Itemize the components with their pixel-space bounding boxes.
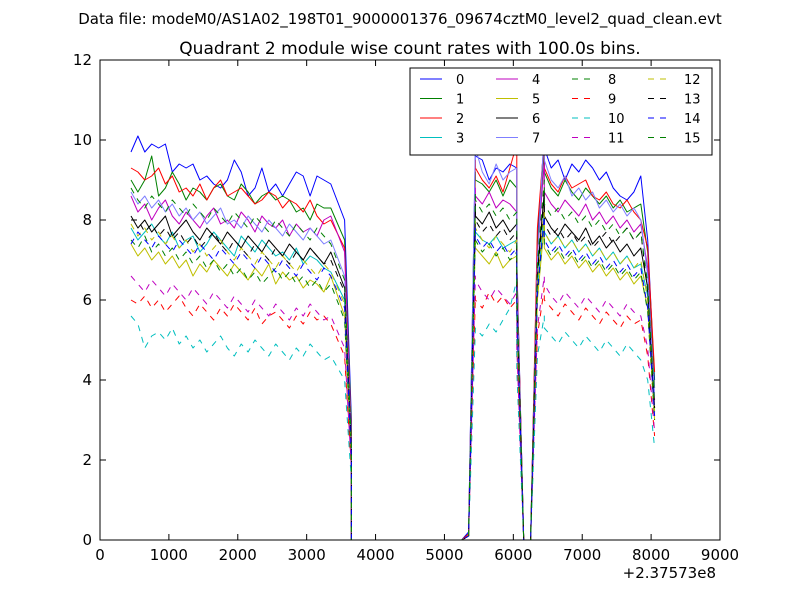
series-line-11 xyxy=(130,275,656,540)
series-line-5 xyxy=(130,223,656,540)
y-tick-label: 4 xyxy=(82,371,92,389)
legend-label-3: 3 xyxy=(456,132,464,147)
series-line-8 xyxy=(130,219,656,540)
x-tick-label: 5000 xyxy=(425,546,463,564)
legend-label-9: 9 xyxy=(608,93,616,108)
legend-label-5: 5 xyxy=(532,93,540,108)
series-line-2 xyxy=(130,139,656,540)
figure-suptitle: Data file: modeM0/AS1A02_198T01_90000013… xyxy=(78,10,722,29)
y-tick-label: 0 xyxy=(82,531,92,549)
legend-label-11: 11 xyxy=(608,132,625,147)
y-tick-label: 12 xyxy=(73,51,92,69)
chart-title: Quadrant 2 module wise count rates with … xyxy=(179,39,640,59)
x-axis: 0 1000 2000 3000 4000 5000 6000 7000 8000 9000 xyxy=(95,60,739,564)
series-lines xyxy=(130,127,656,540)
x-tick-label: 6000 xyxy=(494,546,532,564)
legend-label-10: 10 xyxy=(608,112,625,127)
series-line-10 xyxy=(130,279,656,540)
x-tick-label: 8000 xyxy=(632,546,670,564)
series-line-13 xyxy=(131,199,656,540)
series-line-7 xyxy=(130,127,656,540)
series-line-9 xyxy=(130,287,656,540)
legend-label-1: 1 xyxy=(456,93,464,108)
x-tick-label: 4000 xyxy=(356,546,394,564)
legend-label-6: 6 xyxy=(532,112,540,127)
series-line-15 xyxy=(130,179,656,540)
legend-label-8: 8 xyxy=(608,73,616,88)
legend-label-2: 2 xyxy=(456,112,464,127)
series-line-1 xyxy=(130,143,656,540)
x-axis-offset-label: +2.37573e8 xyxy=(623,564,716,582)
series-line-6 xyxy=(130,191,656,540)
series-line-3 xyxy=(130,211,656,540)
legend-label-4: 4 xyxy=(532,73,540,88)
legend-label-14: 14 xyxy=(684,112,701,127)
y-tick-label: 10 xyxy=(73,131,92,149)
legend-box xyxy=(409,67,713,156)
x-tick-label: 7000 xyxy=(563,546,601,564)
x-tick-label: 0 xyxy=(95,546,105,564)
x-tick-label: 9000 xyxy=(701,546,739,564)
y-tick-label: 2 xyxy=(82,451,92,469)
legend-label-7: 7 xyxy=(532,132,540,147)
y-tick-label: 6 xyxy=(82,291,92,309)
series-line-14 xyxy=(130,215,656,540)
legend-label-13: 13 xyxy=(684,93,701,108)
x-tick-label: 3000 xyxy=(288,546,326,564)
series-line-4 xyxy=(130,159,656,540)
legend-label-15: 15 xyxy=(684,132,701,147)
legend-label-0: 0 xyxy=(456,73,464,88)
series-line-12 xyxy=(130,207,656,540)
x-tick-label: 1000 xyxy=(150,546,188,564)
y-tick-label: 8 xyxy=(82,211,92,229)
x-tick-label: 2000 xyxy=(219,546,257,564)
legend-label-12: 12 xyxy=(684,73,701,88)
